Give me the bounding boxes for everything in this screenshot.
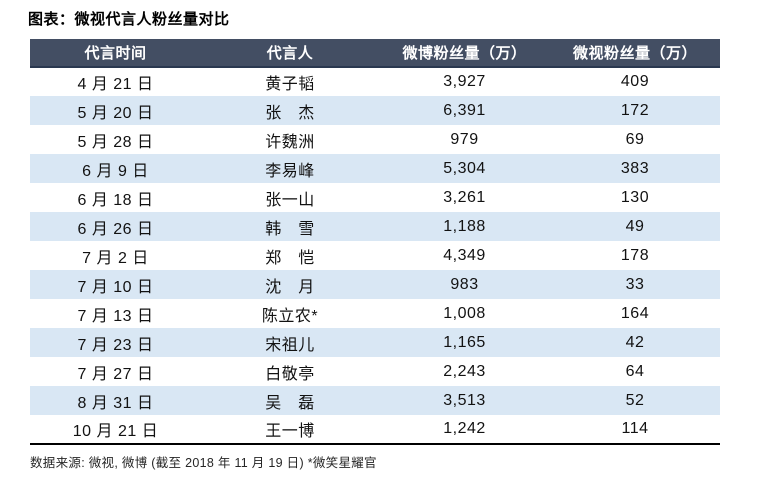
cell-spokesperson: 白敬亭	[265, 365, 315, 383]
cell-date: 6 月 26 日	[30, 212, 201, 241]
table-row: 7 月 27 日 白敬亭 2,243 64	[30, 357, 720, 386]
cell-spokesperson: 宋祖儿	[201, 328, 379, 357]
cell-spokesperson: 沈 月	[201, 270, 379, 299]
table-row: 7 月 10 日沈 月 983 33	[30, 270, 720, 299]
table-row: 6 月 26 日韩 雪 1,188 49	[30, 212, 720, 241]
table-header-row: 代言时间 代言人 微博粉丝量（万） 微视粉丝量（万）	[30, 39, 720, 68]
cell-spokesperson: 韩 雪	[201, 212, 379, 241]
cell-spokesperson: 张 杰	[201, 96, 379, 125]
cell-spokesperson: 许魏洲	[265, 133, 315, 151]
cell-weibo-fans: 3,513	[379, 386, 550, 415]
table-row: 8 月 31 日吴 磊 3,513 52	[30, 386, 720, 415]
cell-spokesperson: 王一博	[201, 415, 379, 445]
column-header-weibo: 微博粉丝量（万）	[379, 39, 550, 68]
cell-date: 10 月 21 日	[30, 415, 201, 445]
figure-title: 图表：微视代言人粉丝量对比	[28, 11, 230, 28]
table-row: 7 月 13 日 陈立农* 1,008 164	[30, 299, 720, 328]
source-note: 数据来源: 微视, 微博 (截至 2018 年 11 月 19 日) *微笑星耀…	[30, 456, 377, 470]
column-header-date: 代言时间	[30, 39, 201, 68]
cell-spokesperson: 吴 磊	[201, 386, 379, 415]
cell-weibo-fans: 5,304	[379, 154, 550, 183]
cell-weibo-fans: 3,261	[443, 188, 486, 206]
cell-weishi-fans: 69	[625, 130, 645, 148]
cell-weishi-fans: 383	[550, 154, 720, 183]
cell-date: 7 月 13 日	[77, 307, 154, 325]
cell-date: 8 月 31 日	[30, 386, 201, 415]
cell-weishi-fans: 172	[550, 96, 720, 125]
cell-weibo-fans: 1,188	[379, 212, 550, 241]
cell-weishi-fans: 409	[620, 73, 650, 90]
cell-weishi-fans: 130	[620, 188, 650, 206]
table-row: 6 月 18 日 张一山 3,261 130	[30, 183, 720, 212]
column-header-name: 代言人	[201, 39, 379, 68]
cell-weishi-fans: 33	[550, 270, 720, 299]
cell-weibo-fans: 979	[450, 130, 479, 148]
cell-date: 4 月 21 日	[77, 76, 154, 93]
cell-spokesperson: 郑 恺	[265, 249, 315, 267]
cell-weishi-fans: 178	[620, 246, 650, 264]
column-header-weishi: 微视粉丝量（万）	[550, 39, 720, 68]
report-figure: 图表：微视代言人粉丝量对比 代言时间 代言人 微博粉丝量（万） 微视粉丝量（万）…	[28, 11, 720, 470]
cell-weibo-fans: 1,242	[379, 415, 550, 445]
table-header: 代言时间 代言人 微博粉丝量（万） 微视粉丝量（万）	[30, 39, 720, 68]
cell-spokesperson: 李易峰	[201, 154, 379, 183]
cell-date: 6 月 9 日	[30, 154, 201, 183]
cell-weishi-fans: 49	[550, 212, 720, 241]
cell-weibo-fans: 1,008	[443, 304, 486, 322]
cell-weibo-fans: 3,927	[443, 73, 486, 90]
cell-date: 7 月 23 日	[30, 328, 201, 357]
cell-weishi-fans: 42	[550, 328, 720, 357]
cell-date: 5 月 20 日	[30, 96, 201, 125]
cell-weishi-fans: 52	[550, 386, 720, 415]
table-row: 10 月 21 日王一博 1,242 114	[30, 415, 720, 445]
cell-weishi-fans: 64	[625, 362, 645, 380]
table-row: 7 月 2 日 郑 恺 4,349 178	[30, 241, 720, 270]
table-row: 5 月 20 日张 杰 6,391 172	[30, 96, 720, 125]
table-body: 4 月 21 日黄子韬 3,927 409 5 月 20 日张 杰 6,391 172 5 …	[30, 67, 720, 445]
cell-weishi-fans: 164	[620, 304, 650, 322]
table-row: 4 月 21 日 黄子韬 3,927 409	[30, 67, 720, 96]
cell-weibo-fans: 4,349	[443, 246, 486, 264]
cell-weibo-fans: 2,243	[443, 362, 486, 380]
cell-weibo-fans: 983	[379, 270, 550, 299]
cell-date: 7 月 2 日	[82, 249, 149, 267]
cell-spokesperson: 黄子韬	[265, 76, 315, 93]
cell-date: 7 月 10 日	[30, 270, 201, 299]
table-row: 7 月 23 日宋祖儿 1,165 42	[30, 328, 720, 357]
cell-date: 7 月 27 日	[77, 365, 154, 383]
cell-spokesperson: 张一山	[265, 191, 315, 209]
cell-weibo-fans: 6,391	[379, 96, 550, 125]
cell-spokesperson: 陈立农*	[261, 307, 319, 325]
cell-weishi-fans: 114	[550, 415, 720, 445]
cell-date: 5 月 28 日	[77, 133, 154, 151]
table-row: 5 月 28 日 许魏洲 979 69	[30, 125, 720, 154]
cell-date: 6 月 18 日	[77, 191, 154, 209]
table-row: 6 月 9 日李易峰 5,304 383	[30, 154, 720, 183]
cell-weibo-fans: 1,165	[379, 328, 550, 357]
fans-comparison-table: 代言时间 代言人 微博粉丝量（万） 微视粉丝量（万） 4 月 21 日 黄子韬 3,…	[30, 39, 720, 445]
